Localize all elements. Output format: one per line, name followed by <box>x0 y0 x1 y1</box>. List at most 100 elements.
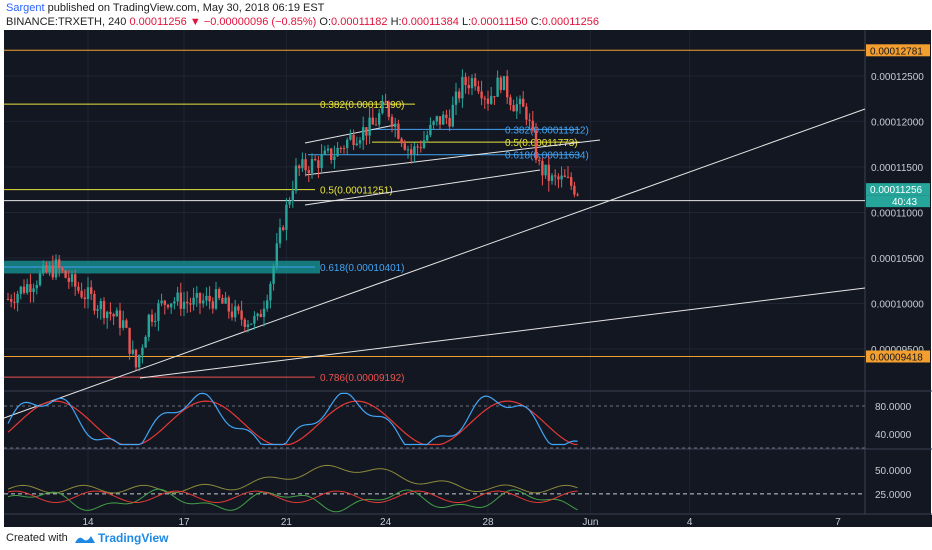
candle-body <box>426 135 429 141</box>
down-arrow-icon: ▼ <box>189 16 201 28</box>
candle-body <box>518 98 522 105</box>
candle-body <box>195 293 198 298</box>
candle-body <box>435 116 438 122</box>
candle-body <box>250 323 253 325</box>
candle-body <box>32 288 35 293</box>
time-tick-label: 28 <box>482 517 494 527</box>
candle-body <box>182 301 186 309</box>
current-price-tag-bg <box>866 183 930 196</box>
candle-body <box>477 86 480 92</box>
osc-line-minus <box>7 490 578 504</box>
candle-body <box>544 164 547 176</box>
footer: Created with TradingView <box>0 527 932 550</box>
candle-body <box>368 117 371 136</box>
candle-body <box>333 156 336 160</box>
fib-label: 0.382(0.00012190) <box>320 100 405 111</box>
candle-body <box>317 160 320 169</box>
symbol-label: BINANCE:TRXETH, 240 <box>6 16 127 28</box>
candle-body <box>483 98 486 100</box>
candle-body <box>486 98 490 104</box>
candle-body <box>429 124 432 136</box>
tradingview-logo-icon <box>75 536 95 543</box>
low-value: 0.00011150 <box>471 16 528 28</box>
candle-body <box>342 147 346 149</box>
lower-price-tag: 0.00009418 <box>870 352 923 363</box>
candle-body <box>534 130 538 160</box>
candle-body <box>330 148 333 160</box>
candle-body <box>406 149 410 151</box>
stoch-tick-label: 80.0000 <box>875 402 912 413</box>
candle-body <box>160 300 163 304</box>
candle-body <box>528 119 531 121</box>
candle-body <box>464 76 467 85</box>
candle-body <box>106 311 109 318</box>
candle-body <box>125 320 128 328</box>
candle-body <box>336 147 339 157</box>
chart-header: Sargent published on TradingView.com, Ma… <box>0 0 932 30</box>
candle-body <box>355 143 358 146</box>
candle-body <box>490 96 493 104</box>
candle-body <box>326 148 330 151</box>
candle-body <box>266 300 269 309</box>
candle-body <box>349 134 352 140</box>
candle-body <box>150 314 154 322</box>
candle-body <box>19 286 22 294</box>
candle-body <box>93 293 96 311</box>
candle-body <box>285 204 288 230</box>
candle-body <box>502 76 506 91</box>
candle-body <box>432 121 435 125</box>
candle-body <box>67 277 70 282</box>
trendline <box>139 287 866 379</box>
candle-body <box>35 285 38 289</box>
candle-body <box>522 98 525 107</box>
candle-body <box>166 304 170 308</box>
candle-body <box>218 289 221 299</box>
candle-body <box>458 91 461 99</box>
candle-body <box>515 104 518 112</box>
candle-body <box>288 201 291 205</box>
candle-body <box>112 314 115 317</box>
candle-body <box>42 265 45 274</box>
candle-body <box>128 327 131 354</box>
price-tick-label: 0.00012000 <box>871 117 924 128</box>
price-tick-label: 0.00012500 <box>871 72 924 83</box>
candle-body <box>77 286 80 291</box>
candle-body <box>323 150 326 155</box>
tradingview-brand[interactable]: TradingView <box>98 531 169 545</box>
candle-body <box>99 301 102 310</box>
candle-body <box>445 114 448 119</box>
stoch-tick-label: 40.0000 <box>875 430 912 441</box>
fib-label: 0.618(0.00010401) <box>320 263 405 274</box>
candle-body <box>365 127 368 136</box>
candle-body <box>480 91 483 99</box>
price-chart[interactable]: 0.382(0.00012190) 0.5(0.00011251) 0.618(0.… <box>0 30 932 527</box>
candle-body <box>550 175 554 181</box>
candle-body <box>416 146 419 148</box>
author-link[interactable]: Sargent <box>6 2 45 14</box>
candle-body <box>461 76 464 99</box>
candle-body <box>525 106 528 120</box>
candle-body <box>202 300 205 304</box>
candle-body <box>192 297 195 305</box>
candle-body <box>64 270 67 278</box>
plot-background <box>4 30 865 526</box>
candle-body <box>189 303 192 305</box>
time-tick-label: 4 <box>687 517 693 527</box>
candle-body <box>474 78 477 87</box>
candle-body <box>554 175 557 177</box>
candle-body <box>499 77 502 91</box>
candle-body <box>16 293 19 303</box>
candle-body <box>90 287 93 294</box>
candle-body <box>48 265 51 272</box>
candle-body <box>310 159 314 173</box>
candle-body <box>512 105 515 112</box>
countdown-tag: 40:43 <box>892 197 917 208</box>
candle-body <box>531 120 534 131</box>
candle-body <box>272 266 275 284</box>
candle-body <box>74 274 77 287</box>
countdown-tag-bg <box>866 195 930 208</box>
candle-body <box>45 265 48 272</box>
price-tick-label: 0.00011500 <box>871 163 924 174</box>
time-tick-label: 14 <box>82 517 94 527</box>
close-value: 0.00011256 <box>541 16 600 28</box>
